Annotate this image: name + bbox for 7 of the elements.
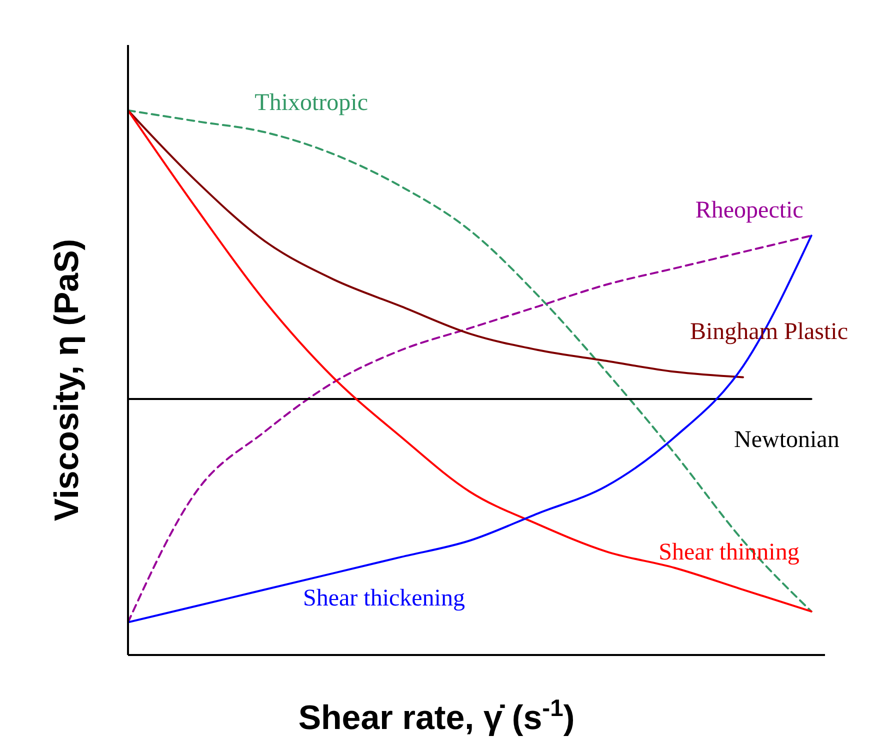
series-label: Newtonian bbox=[734, 427, 840, 454]
x-axis-title: Shear rate, γ̇ (s$^{-1}$) bbox=[298, 694, 575, 737]
series-label: Thixotropic bbox=[254, 90, 368, 116]
y-axis-title: Viscosity, η (PaS) bbox=[48, 238, 86, 522]
series-label: Shear thinning bbox=[658, 539, 800, 566]
series-label: Shear thickening bbox=[303, 585, 465, 612]
series-label: Rheopectic bbox=[695, 198, 804, 224]
